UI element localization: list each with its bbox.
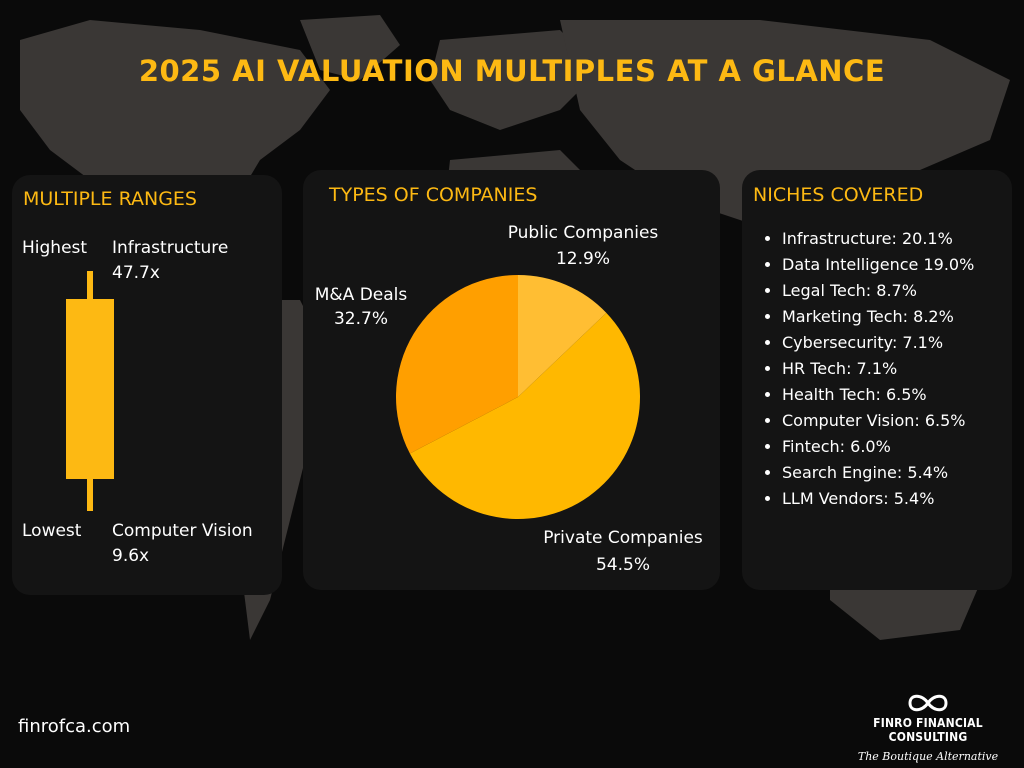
highest-value: 47.7x <box>112 263 160 283</box>
pie-slice-mna <box>396 275 518 454</box>
mna-deals-label: M&A Deals <box>314 285 408 305</box>
highest-label: Highest <box>22 238 88 258</box>
pie-slice-public <box>518 275 607 397</box>
brand-tagline: The Boutique Alternative <box>857 750 999 763</box>
lowest-name: Computer Vision <box>112 521 253 541</box>
website-link[interactable]: finrofca.com <box>18 716 131 737</box>
niche-item: Fintech: 6.0% <box>782 434 974 460</box>
niche-item: LLM Vendors: 5.4% <box>782 486 974 512</box>
types-of-companies-card: TYPES OF COMPANIES Public Companies 12.9… <box>303 170 720 590</box>
types-title: TYPES OF COMPANIES <box>329 184 538 206</box>
niches-title: NICHES COVERED <box>753 184 924 206</box>
niche-item: Search Engine: 5.4% <box>782 460 974 486</box>
map-europe <box>430 30 600 130</box>
niche-item: Health Tech: 6.5% <box>782 382 974 408</box>
niche-item: Cybersecurity: 7.1% <box>782 330 974 356</box>
niches-covered-card: NICHES COVERED Infrastructure: 20.1% Dat… <box>742 170 1012 590</box>
infinity-icon <box>908 694 948 712</box>
niche-item: HR Tech: 7.1% <box>782 356 974 382</box>
public-companies-label: Public Companies <box>507 223 659 243</box>
private-companies-label: Private Companies <box>543 528 703 548</box>
map-north-america <box>20 20 330 260</box>
pie-slice-private <box>409 312 640 519</box>
companies-pie-chart <box>396 275 640 519</box>
niche-item: Data Intelligence 19.0% <box>782 252 974 278</box>
page-title: 2025 AI VALUATION MULTIPLES AT A GLANCE <box>138 54 886 88</box>
multiple-ranges-title: MULTIPLE RANGES <box>23 188 197 210</box>
niche-item: Legal Tech: 8.7% <box>782 278 974 304</box>
highest-name: Infrastructure <box>112 238 229 258</box>
niche-item: Computer Vision: 6.5% <box>782 408 974 434</box>
lowest-value: 9.6x <box>112 546 150 566</box>
niche-item: Infrastructure: 20.1% <box>782 226 974 252</box>
brand-logo: FINRO FINANCIAL CONSULTING The Boutique … <box>838 692 1018 763</box>
multiple-ranges-card: MULTIPLE RANGES Highest Infrastructure 4… <box>12 175 282 595</box>
public-companies-value: 12.9% <box>555 249 610 269</box>
private-companies-value: 54.5% <box>595 555 650 575</box>
range-candlestick <box>66 271 114 511</box>
brand-name: FINRO FINANCIAL CONSULTING <box>873 716 983 744</box>
niches-list: Infrastructure: 20.1% Data Intelligence … <box>762 226 974 512</box>
niche-item: Marketing Tech: 8.2% <box>782 304 974 330</box>
lowest-label: Lowest <box>22 521 82 541</box>
mna-deals-value: 32.7% <box>333 309 388 329</box>
map-greenland <box>300 15 400 80</box>
range-box <box>66 299 114 479</box>
